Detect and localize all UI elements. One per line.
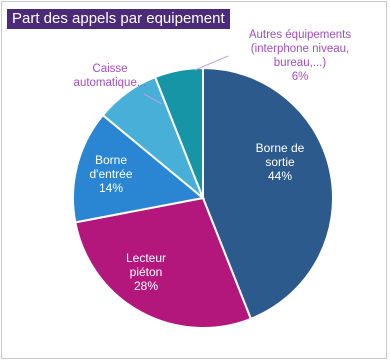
chart-frame [1, 1, 387, 359]
slice-label-line-1: piéton [130, 265, 163, 279]
slice-label-line-2: d'entrée [90, 167, 133, 181]
pie-slice-0 [202, 66, 334, 321]
slice-label-line-4: Autres équipements [249, 29, 352, 41]
slice-value-4: 6% [292, 71, 309, 83]
slice-label-1: Lecteur piéton 28% [126, 251, 166, 293]
slice-value-0: 44% [268, 169, 292, 183]
slice-label-line-4: (interphone niveau, [251, 43, 349, 55]
slice-label-line-1: Lecteur [126, 251, 166, 265]
slice-label-3: Caisse automatique... [74, 63, 147, 89]
slice-label-0: Borne de sortie 44% [256, 141, 305, 183]
pie-slice-4 [153, 66, 204, 199]
slice-label-line-3: Caisse [92, 63, 127, 75]
slice-label-line-3: automatique... [74, 77, 147, 89]
pie-slice-2 [72, 113, 206, 224]
slice-label-4: Autres équipements (interphone niveau, bur… [249, 29, 352, 83]
slice-label-line-0: Borne de [256, 141, 305, 155]
leader-line-3 [143, 93, 163, 105]
slice-label-line-2: Borne [95, 153, 127, 167]
slice-value-2: 14% [99, 181, 123, 195]
slice-value-1: 28% [134, 279, 158, 293]
slice-label-2: Borne d'entrée 14% [90, 153, 133, 195]
slice-label-line-0: sortie [265, 155, 295, 169]
slice-label-line-4: bureau,...) [274, 57, 327, 69]
leader-line-4 [194, 55, 229, 71]
chart-title: Part des appels par equipement [7, 9, 230, 29]
pie-slice-1 [74, 196, 253, 329]
